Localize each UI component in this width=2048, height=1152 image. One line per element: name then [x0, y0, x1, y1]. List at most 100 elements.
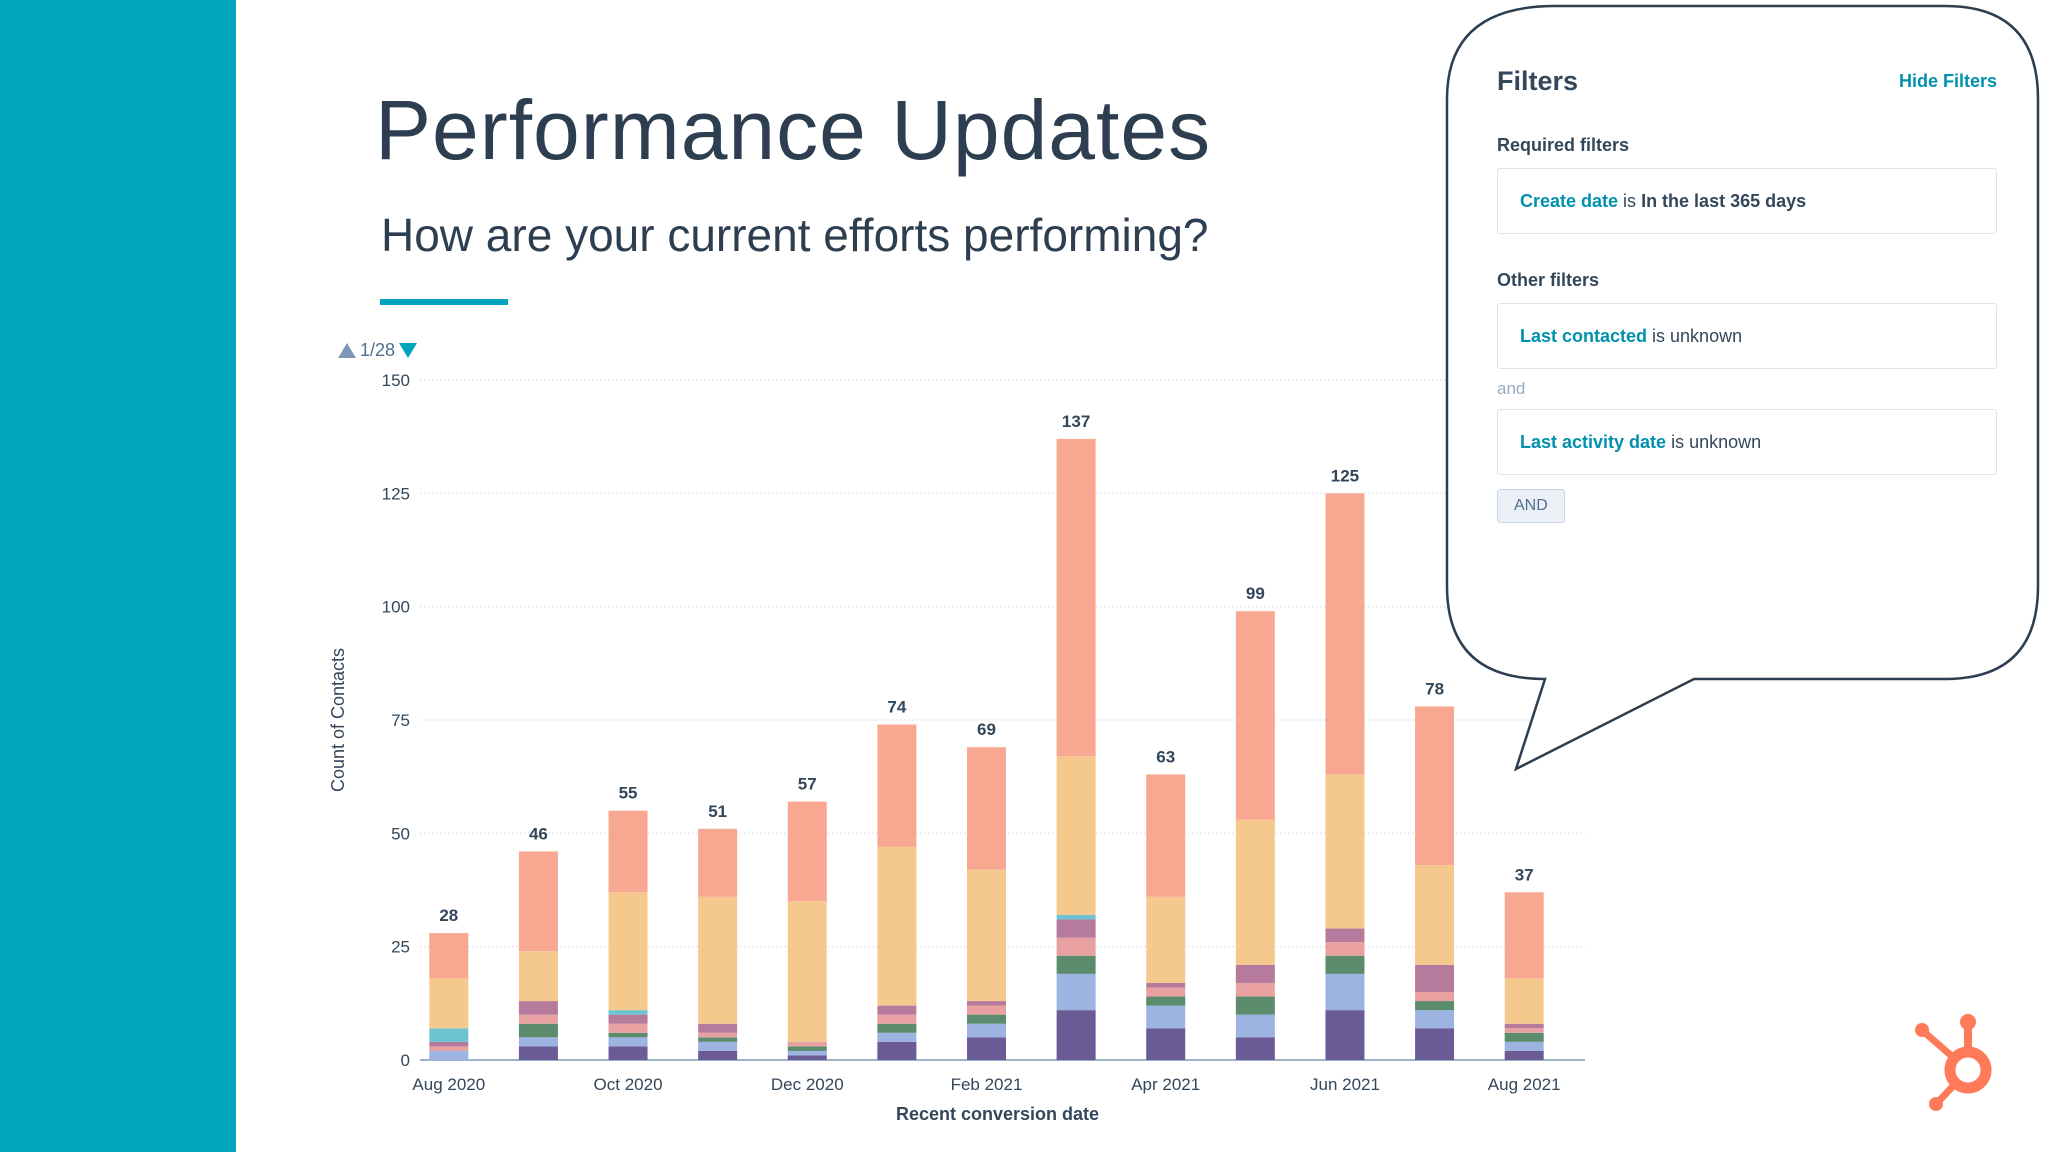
- bar-total-label: 99: [1246, 584, 1265, 603]
- bar-total-label: 51: [708, 802, 727, 821]
- filter-last-contacted[interactable]: Last contacted is unknown: [1497, 303, 1997, 369]
- stacked-bar-chart: 0 25 50 75 100 125 150 Count of Contacts 28 Aug 2…: [328, 371, 1585, 1124]
- bar-segment: [518, 851, 558, 952]
- bar-segment: [877, 1005, 917, 1015]
- bar-segment: [698, 828, 738, 897]
- bar-segment: [787, 901, 827, 1042]
- bar-segment: [1325, 1010, 1365, 1060]
- and-button[interactable]: AND: [1497, 489, 1565, 523]
- y-tick-label: 150: [382, 371, 410, 390]
- bar-segment: [1146, 996, 1186, 1006]
- bar-segment: [518, 1023, 558, 1038]
- bar-total-label: 28: [439, 906, 458, 925]
- bar-segment: [1146, 774, 1186, 897]
- bar-segment: [698, 1050, 738, 1060]
- bar-segment: [1415, 865, 1455, 965]
- bar-segment: [429, 978, 469, 1029]
- filter-value: In the last 365 days: [1641, 190, 1807, 211]
- bar-segment: [967, 1001, 1006, 1006]
- required-filters-label: Required filters: [1497, 135, 1630, 155]
- hide-filters-link[interactable]: Hide Filters: [1898, 71, 1997, 91]
- bar-segment: [1146, 1005, 1186, 1029]
- bar-segment: [608, 1032, 648, 1038]
- previous-arrow-icon[interactable]: [338, 343, 356, 358]
- bar-segment: [1504, 1023, 1544, 1029]
- bar-segment: [1504, 1028, 1544, 1033]
- next-arrow-icon[interactable]: [399, 343, 418, 358]
- bar-segment: [1235, 996, 1275, 1015]
- bar-segment: [967, 1005, 1006, 1015]
- bar-segment: [1325, 942, 1365, 956]
- bar-segment: [608, 1014, 648, 1024]
- bar-segment: [1056, 914, 1096, 920]
- slide-subtitle: How are your current efforts performing?: [381, 209, 1209, 261]
- filter-operator: is unknown: [1647, 325, 1743, 346]
- bar-segment: [429, 1028, 469, 1042]
- filter-last-activity-date[interactable]: Last activity date is unknown: [1497, 409, 1997, 475]
- bar-segment: [1056, 937, 1096, 956]
- y-tick-label: 0: [401, 1051, 410, 1070]
- y-tick-label: 50: [391, 824, 410, 843]
- bar-segment: [1415, 1001, 1455, 1011]
- bar-segment: [1056, 1010, 1096, 1060]
- y-axis-label: Count of Contacts: [328, 648, 348, 792]
- bar-segment: [608, 810, 648, 893]
- bar-segment: [518, 1001, 558, 1015]
- and-connector: and: [1497, 379, 1526, 398]
- bar-segment: [1235, 1014, 1275, 1038]
- slide-title: Performance Updates: [375, 83, 1212, 177]
- bar-segment: [877, 724, 917, 847]
- bar-segment: [1325, 973, 1365, 1011]
- bar-segment: [1235, 982, 1275, 997]
- bar-segment: [1325, 774, 1365, 929]
- bar-segment: [1056, 919, 1096, 938]
- bar-segment: [1504, 1050, 1544, 1060]
- x-axis-label: Recent conversion date: [896, 1104, 1099, 1124]
- bar-total-label: 63: [1156, 747, 1175, 766]
- x-tick-label: Apr 2021: [1131, 1075, 1200, 1094]
- bar-segment: [608, 1037, 648, 1047]
- bar-segment: [698, 1023, 738, 1033]
- filter-property: Last activity date: [1520, 431, 1667, 452]
- bar-total-label: 55: [619, 784, 638, 803]
- bar-segment: [429, 933, 469, 979]
- bar-segment: [1056, 438, 1096, 757]
- bar-segment: [967, 747, 1006, 870]
- bar-segment: [1415, 1028, 1455, 1060]
- filter-property: Last contacted: [1520, 325, 1648, 346]
- x-tick-label: Jun 2021: [1310, 1075, 1380, 1094]
- sidebar-accent: [0, 0, 236, 1152]
- bar-segment: [698, 1037, 738, 1042]
- bar-segment: [787, 1041, 827, 1047]
- bar-segment: [518, 1046, 558, 1060]
- bar-segment: [698, 1032, 738, 1038]
- bar-segment: [1056, 756, 1096, 915]
- bar-segment: [787, 1050, 827, 1056]
- bar-segment: [877, 846, 917, 1006]
- bar-segment: [1415, 964, 1455, 992]
- bar-segment: [877, 1041, 917, 1060]
- bar-segment: [1504, 1032, 1544, 1042]
- bar-segment: [1415, 706, 1455, 866]
- bar-segment: [967, 1014, 1006, 1024]
- bar-segment: [698, 896, 738, 1024]
- filter-operator: is unknown: [1666, 431, 1762, 452]
- bar-segment: [1415, 992, 1455, 1002]
- bar-segment: [1325, 955, 1365, 974]
- title-underline: [380, 299, 508, 305]
- hubspot-sprocket-icon: [1915, 1014, 1992, 1111]
- y-tick-label: 75: [391, 711, 410, 730]
- bar-total-label: 69: [977, 720, 996, 739]
- x-tick-label: Oct 2020: [594, 1075, 663, 1094]
- filters-title: Filters: [1497, 66, 1579, 96]
- bar-segment: [1146, 896, 1186, 983]
- bar-segment: [1235, 819, 1275, 965]
- filter-property: Create date: [1520, 190, 1619, 211]
- bar-segment: [608, 1010, 648, 1015]
- bar-total-label: 78: [1425, 679, 1444, 698]
- bar-total-label: 125: [1331, 466, 1359, 485]
- bar-segment: [787, 801, 827, 902]
- x-tick-label: Feb 2021: [951, 1075, 1023, 1094]
- bar-segment: [1056, 955, 1096, 974]
- filter-create-date[interactable]: Create date is In the last 365 days: [1497, 168, 1997, 234]
